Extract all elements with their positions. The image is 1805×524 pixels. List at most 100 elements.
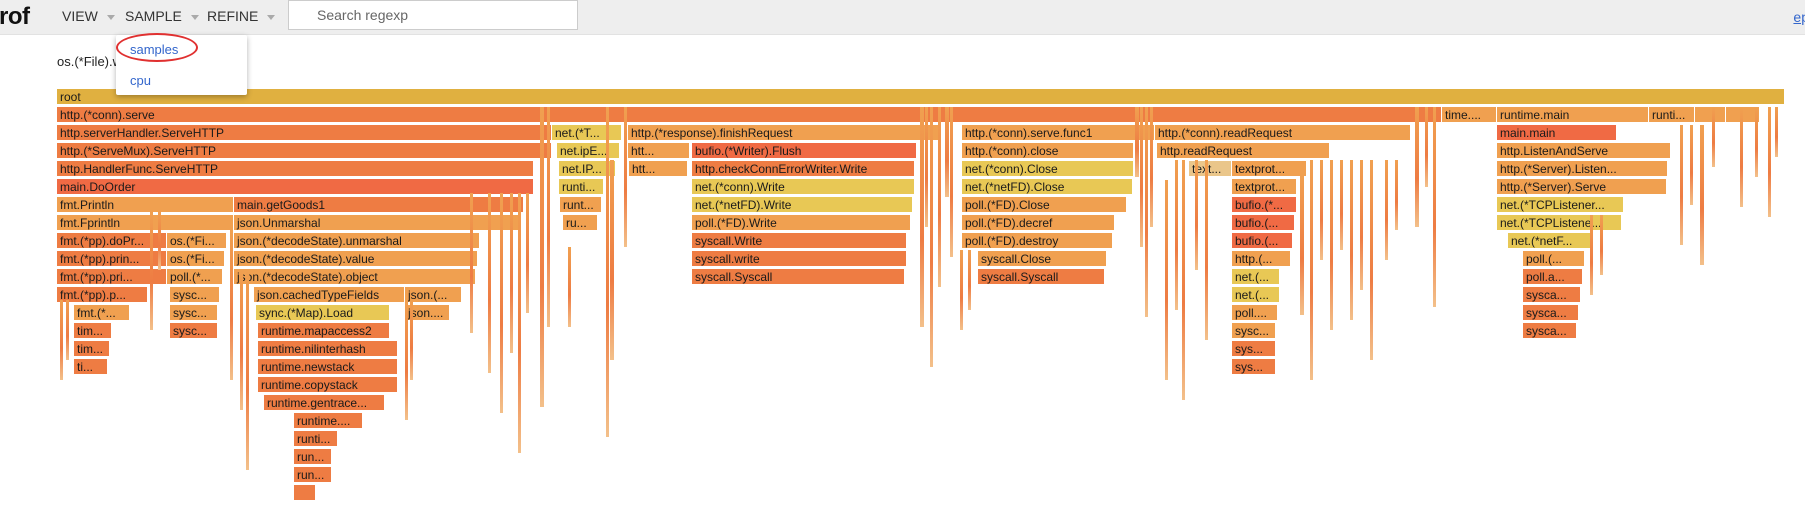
flame-frame[interactable]: http.(*Server).Serve [1497, 179, 1667, 195]
flame-frame[interactable]: http.readRequest [1157, 143, 1330, 159]
flame-frame[interactable]: net.(... [1232, 287, 1280, 303]
flame-frame[interactable]: time.... [1442, 107, 1497, 123]
flame-frame[interactable]: net.ipE... [557, 143, 620, 159]
flame-frame-narrow[interactable] [1395, 160, 1398, 230]
flame-frame[interactable]: json.(*decodeState).object [234, 269, 476, 285]
flame-frame-narrow[interactable] [1182, 160, 1185, 400]
flame-frame[interactable]: json.Unmarshal [234, 215, 520, 231]
flame-frame[interactable]: fmt.(*pp).prin... [57, 251, 167, 267]
flame-frame-narrow[interactable] [1415, 107, 1419, 227]
flame-frame[interactable]: poll.(*... [167, 269, 223, 285]
flame-frame-narrow[interactable] [938, 107, 941, 287]
flame-frame[interactable]: json.(... [405, 287, 462, 303]
flame-frame[interactable]: fmt.(*pp).doPr... [57, 233, 167, 249]
flame-frame[interactable]: sys... [1232, 341, 1276, 357]
flame-frame[interactable]: net.(... [1232, 269, 1280, 285]
flame-frame-narrow[interactable] [540, 107, 544, 407]
flame-frame[interactable]: sysc... [170, 323, 218, 339]
flame-frame-narrow[interactable] [66, 300, 69, 360]
flame-frame[interactable]: http.(*conn).readRequest [1155, 125, 1411, 141]
flame-frame-narrow[interactable] [526, 193, 529, 313]
flame-frame-narrow[interactable] [158, 210, 161, 270]
flame-frame-narrow[interactable] [1712, 107, 1715, 167]
flame-frame-narrow[interactable] [1680, 125, 1683, 245]
sample-option-samples[interactable]: samples [130, 42, 179, 57]
flame-frame[interactable]: runtime.... [294, 413, 363, 429]
flame-frame[interactable]: json.(*decodeState).unmarshal [234, 233, 480, 249]
flame-frame-narrow[interactable] [1320, 160, 1323, 260]
flame-frame[interactable]: http.(*response).finishRequest [628, 125, 942, 141]
flame-frame[interactable]: http.(*conn).serve [57, 107, 1442, 123]
flame-frame-narrow[interactable] [1690, 125, 1693, 205]
flame-frame-narrow[interactable] [405, 300, 408, 420]
flame-frame[interactable]: net.(*T... [552, 125, 622, 141]
flame-frame[interactable]: runti... [559, 179, 604, 195]
flame-frame[interactable]: http.(*Server).Listen... [1497, 161, 1668, 177]
flame-frame[interactable] [1726, 107, 1760, 123]
flame-frame[interactable]: run... [294, 467, 332, 483]
flame-frame[interactable]: os.(*Fi... [167, 251, 225, 267]
flame-frame[interactable]: poll.(*FD).decref [962, 215, 1115, 231]
flame-frame[interactable]: json.(*decodeState).value [234, 251, 478, 267]
flame-frame-narrow[interactable] [1755, 107, 1758, 177]
flame-frame[interactable]: net.(*TCPListene... [1497, 215, 1622, 231]
flame-frame-narrow[interactable] [1590, 215, 1593, 295]
flame-frame-narrow[interactable] [568, 247, 571, 327]
flame-frame-narrow[interactable] [1195, 160, 1198, 270]
flame-frame-narrow[interactable] [1740, 107, 1743, 207]
flame-frame-narrow[interactable] [1150, 107, 1153, 227]
flame-frame-narrow[interactable] [240, 270, 243, 410]
flame-frame[interactable]: net.(*netF... [1508, 233, 1593, 249]
flame-frame[interactable]: poll.(*FD).Write [692, 215, 911, 231]
flame-frame[interactable]: sysca... [1523, 305, 1579, 321]
flame-frame[interactable]: poll.a... [1523, 269, 1583, 285]
flame-frame[interactable]: htt... [629, 161, 688, 177]
flame-frame-narrow[interactable] [1350, 160, 1353, 320]
flame-frame-narrow[interactable] [1433, 107, 1436, 307]
flame-frame-narrow[interactable] [945, 107, 949, 197]
flame-frame[interactable]: run... [294, 449, 332, 465]
flame-frame[interactable]: runt... [560, 197, 602, 213]
flame-frame-narrow[interactable] [1145, 107, 1148, 317]
flame-frame[interactable]: sys... [1232, 359, 1276, 375]
flame-frame-narrow[interactable] [500, 193, 503, 413]
flame-frame[interactable]: syscall.Close [978, 251, 1107, 267]
flame-frame-narrow[interactable] [610, 160, 614, 360]
flame-frame[interactable]: runti... [1649, 107, 1695, 123]
flame-frame[interactable]: fmt.Fprintln [57, 215, 234, 231]
flame-frame[interactable]: http.serverHandler.ServeHTTP [57, 125, 552, 141]
flame-frame-narrow[interactable] [930, 107, 933, 367]
flame-frame-narrow[interactable] [1310, 160, 1313, 380]
flame-frame[interactable]: sysc... [170, 287, 220, 303]
flame-frame[interactable]: syscall.Syscall [692, 269, 905, 285]
sample-option-cpu[interactable]: cpu [130, 73, 151, 88]
menu-sample[interactable]: SAMPLE [125, 8, 199, 24]
flame-frame-narrow[interactable] [1385, 160, 1388, 260]
flame-frame[interactable]: json.cachedTypeFields [254, 287, 405, 303]
flame-frame[interactable]: net.(*TCPListener... [1497, 197, 1624, 213]
flame-frame[interactable]: poll.... [1232, 305, 1278, 321]
flame-frame-narrow[interactable] [1330, 160, 1333, 330]
flame-frame[interactable]: runtime.main [1497, 107, 1649, 123]
flame-frame-narrow[interactable] [606, 107, 609, 437]
flame-frame-narrow[interactable] [968, 250, 971, 310]
flame-frame[interactable]: net.(*conn).Close [962, 161, 1134, 177]
flame-frame[interactable]: http.(*conn).serve.func1 [962, 125, 1155, 141]
flame-frame[interactable]: root [57, 89, 1785, 105]
flame-frame-narrow[interactable] [60, 300, 63, 380]
flame-frame[interactable]: textprot... [1232, 179, 1297, 195]
flame-frame[interactable]: runtime.gentrace... [264, 395, 385, 411]
flame-frame-narrow[interactable] [410, 300, 413, 380]
flame-frame-narrow[interactable] [246, 270, 249, 470]
flame-frame[interactable]: http.(*conn).close [962, 143, 1134, 159]
flame-frame-narrow[interactable] [150, 210, 153, 330]
flame-frame-narrow[interactable] [1775, 107, 1778, 157]
flame-frame[interactable]: runtime.mapaccess2 [258, 323, 390, 339]
flame-frame[interactable]: syscall.write [692, 251, 907, 267]
flame-frame[interactable]: net.IP... [559, 161, 616, 177]
flame-frame-narrow[interactable] [1165, 180, 1168, 380]
flame-frame[interactable]: sysc... [170, 305, 218, 321]
flame-frame[interactable]: http.HandlerFunc.ServeHTTP [57, 161, 534, 177]
flame-frame[interactable] [294, 485, 316, 501]
flame-frame[interactable]: bufio.(*Writer).Flush [692, 143, 917, 159]
